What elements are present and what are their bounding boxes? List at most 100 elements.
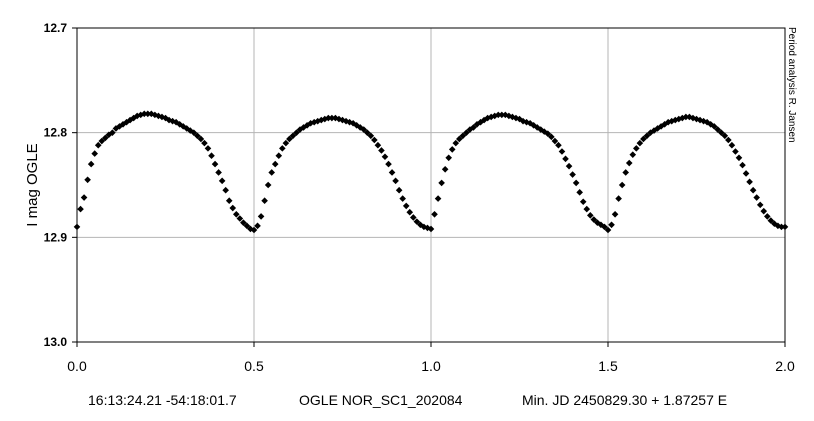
data-point xyxy=(208,152,215,159)
data-point xyxy=(473,120,481,128)
data-point xyxy=(771,220,778,228)
data-point xyxy=(728,141,736,149)
data-point xyxy=(604,226,612,234)
data-point xyxy=(601,223,608,231)
data-point xyxy=(498,111,506,119)
data-point xyxy=(583,205,591,213)
data-point xyxy=(84,176,91,184)
data-point xyxy=(349,119,357,127)
data-point xyxy=(427,225,435,233)
x-tick-label: 0.5 xyxy=(244,358,264,374)
data-point xyxy=(625,159,633,167)
data-point xyxy=(229,204,237,212)
data-point xyxy=(392,177,399,185)
y-axis-label: I mag OGLE xyxy=(24,143,41,226)
data-point xyxy=(328,114,336,122)
data-point xyxy=(264,181,272,189)
data-point xyxy=(325,114,332,122)
x-tick-label: 1.0 xyxy=(421,358,441,374)
data-point xyxy=(452,139,460,147)
data-point xyxy=(190,129,198,136)
x-tick-label: 0.0 xyxy=(67,358,87,374)
y-axis: 12.7 12.8 12.9 13.0 xyxy=(44,21,77,349)
data-point xyxy=(296,126,304,133)
y-tick-label: 12.8 xyxy=(44,126,68,140)
data-points xyxy=(73,110,789,234)
x-axis: 0.0 0.5 1.0 1.5 2.0 xyxy=(67,342,795,374)
data-point xyxy=(211,160,219,168)
data-point xyxy=(286,135,293,143)
data-point xyxy=(80,194,88,201)
y-tick-label: 12.7 xyxy=(44,21,68,35)
data-point xyxy=(413,218,421,225)
data-point xyxy=(374,141,382,149)
data-point xyxy=(537,126,545,133)
data-point xyxy=(657,123,665,130)
credit-text: Period analysis R. Jansen xyxy=(786,27,797,143)
data-point xyxy=(261,197,268,204)
data-point xyxy=(87,160,95,168)
data-point xyxy=(172,118,180,126)
data-point xyxy=(310,118,318,126)
data-point xyxy=(618,181,626,189)
data-point xyxy=(742,170,750,177)
data-point xyxy=(551,137,559,145)
data-point xyxy=(438,179,445,187)
data-point xyxy=(487,113,495,121)
data-point xyxy=(367,132,375,140)
data-point xyxy=(608,221,615,229)
ephemeris-text: Min. JD 2450829.30 + 1.87257 E xyxy=(522,392,728,408)
data-point xyxy=(279,145,286,152)
data-point xyxy=(753,194,760,201)
data-point xyxy=(555,141,562,149)
data-point xyxy=(356,124,364,131)
data-point xyxy=(735,154,743,162)
data-point xyxy=(558,148,566,155)
data-point xyxy=(732,148,739,155)
data-point xyxy=(268,169,275,176)
data-point xyxy=(725,136,732,144)
data-point xyxy=(661,120,668,128)
data-point xyxy=(360,126,368,133)
data-point xyxy=(693,115,700,123)
data-point xyxy=(130,114,137,122)
data-point xyxy=(218,177,226,185)
data-point xyxy=(587,212,594,219)
data-point xyxy=(197,135,205,143)
data-point xyxy=(544,130,552,138)
data-point xyxy=(243,222,251,230)
data-point xyxy=(710,123,718,130)
data-point xyxy=(703,118,711,126)
data-point xyxy=(91,150,98,157)
data-point xyxy=(572,179,580,187)
x-tick-label: 2.0 xyxy=(775,358,795,374)
data-point xyxy=(222,186,229,194)
y-tick-label: 13.0 xyxy=(44,335,68,349)
data-point xyxy=(254,222,261,230)
data-point xyxy=(576,189,583,196)
data-point xyxy=(271,160,279,168)
data-point xyxy=(565,162,573,170)
data-point xyxy=(275,152,283,159)
data-point xyxy=(441,166,449,173)
data-point xyxy=(371,136,378,144)
data-point xyxy=(622,169,629,176)
data-point xyxy=(764,213,771,220)
data-point xyxy=(406,208,414,216)
data-point xyxy=(94,141,102,149)
data-point xyxy=(760,207,768,215)
data-point xyxy=(516,115,523,123)
data-point xyxy=(402,202,410,210)
data-point xyxy=(236,215,244,222)
data-point xyxy=(257,213,265,220)
data-point xyxy=(456,135,463,143)
data-point xyxy=(363,129,371,136)
data-point xyxy=(399,195,406,202)
data-point xyxy=(204,145,212,152)
data-point xyxy=(98,137,106,145)
data-point xyxy=(767,217,775,224)
data-point xyxy=(233,211,240,218)
object-name-text: OGLE NOR_SC1_202084 xyxy=(299,392,463,408)
data-point xyxy=(470,124,477,131)
